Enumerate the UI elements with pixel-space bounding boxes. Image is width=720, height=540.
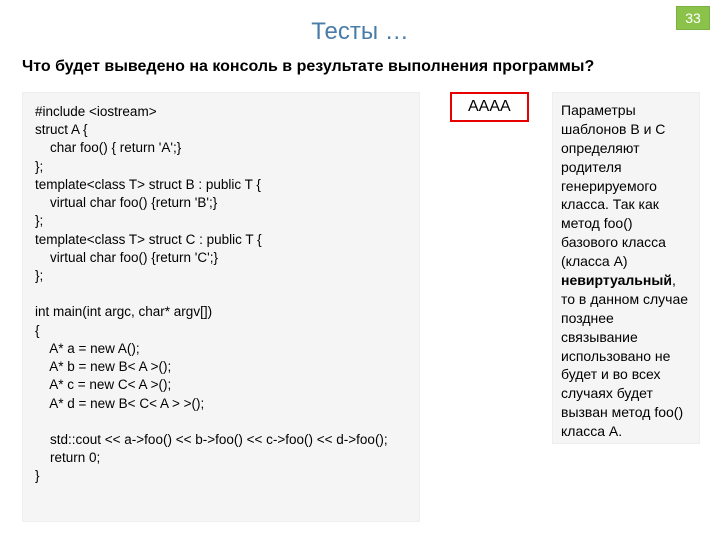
- explanation-text-after: , то в данном случае позднее связывание …: [561, 272, 688, 439]
- answer-box: AAAA: [450, 92, 529, 122]
- question-text: Что будет выведено на консоль в результа…: [22, 58, 698, 76]
- explanation-panel: Параметры шаблонов B и C определяют роди…: [552, 92, 700, 444]
- explanation-bold: невиртуальный: [561, 272, 672, 288]
- code-listing: #include <iostream> struct A { char foo(…: [22, 92, 420, 522]
- slide-title: Тесты …: [0, 18, 720, 46]
- slide: 33 Тесты … Что будет выведено на консоль…: [0, 0, 720, 540]
- explanation-text-before: Параметры шаблонов B и C определяют роди…: [561, 102, 666, 269]
